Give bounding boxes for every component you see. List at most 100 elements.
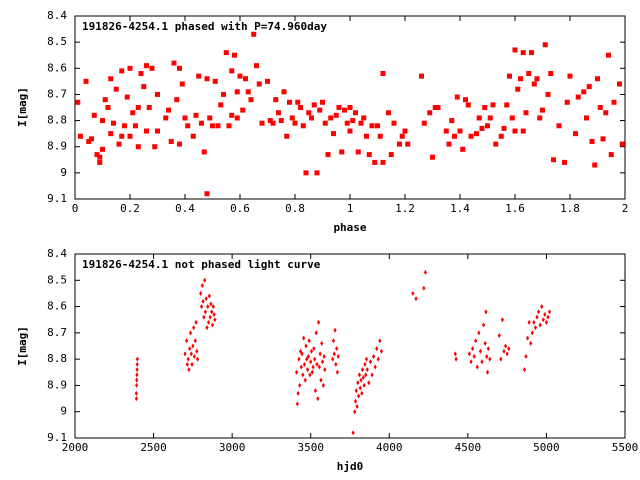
data-point — [497, 332, 501, 338]
data-point — [177, 141, 182, 147]
data-point — [532, 319, 536, 325]
data-point — [196, 73, 202, 79]
data-point — [499, 356, 503, 362]
data-point — [116, 141, 122, 147]
plot-frame — [74, 253, 626, 439]
data-point — [304, 343, 308, 349]
data-point — [144, 128, 149, 134]
data-point — [357, 393, 361, 399]
data-point — [188, 346, 192, 352]
data-point — [331, 338, 336, 344]
data-point — [202, 314, 206, 320]
data-point — [562, 159, 567, 165]
data-point — [380, 71, 386, 77]
data-point — [102, 97, 108, 103]
data-point — [536, 309, 541, 315]
y-tick-label: 8.9 — [47, 140, 67, 153]
data-point — [97, 159, 103, 165]
data-point — [210, 322, 215, 328]
data-point — [432, 105, 438, 110]
data-point — [414, 296, 418, 302]
data-point — [365, 367, 369, 373]
data-point — [619, 141, 625, 147]
data-point — [267, 118, 273, 124]
data-point — [144, 63, 149, 69]
data-point — [89, 136, 94, 142]
data-point — [100, 146, 105, 152]
data-point — [504, 102, 510, 108]
phased-light-curve-chart: 8.4 8.5 8.6 8.7 8.8 8.9 9 9.1 0 0.2 0.4 0.6 0.8 1 1.2… — [16, 9, 628, 234]
data-point — [608, 152, 614, 158]
data-point — [533, 325, 538, 331]
data-point — [512, 128, 518, 134]
data-point — [592, 162, 598, 168]
data-point — [119, 68, 125, 74]
data-point — [318, 351, 322, 357]
data-point — [321, 382, 325, 388]
data-point — [313, 356, 317, 362]
data-point — [298, 105, 303, 110]
data-point — [210, 123, 215, 129]
y-tick-label: 8.5 — [47, 35, 67, 48]
data-point — [405, 141, 411, 147]
data-point — [317, 364, 321, 370]
data-point — [302, 335, 306, 341]
data-point — [486, 346, 490, 352]
data-point — [207, 293, 211, 299]
data-point — [265, 78, 270, 84]
data-point — [335, 369, 340, 375]
data-point — [342, 107, 347, 113]
data-point — [256, 81, 262, 87]
data-point — [386, 110, 391, 116]
data-point — [229, 112, 235, 118]
x-tick-label: 2000 — [62, 441, 89, 454]
data-point — [476, 115, 482, 121]
data-point — [397, 141, 402, 147]
data-point — [581, 89, 587, 95]
data-point — [204, 191, 210, 197]
data-point — [135, 377, 139, 383]
data-point — [379, 348, 384, 354]
data-point — [195, 348, 199, 354]
data-point — [221, 91, 226, 97]
data-point — [316, 319, 321, 325]
y-tick-label: 8.6 — [47, 300, 67, 313]
data-point — [97, 154, 103, 160]
y-tick-labels: 8.4 8.5 8.6 8.7 8.8 8.9 9 9.1 — [47, 247, 67, 444]
data-point — [212, 78, 218, 84]
data-point — [155, 128, 160, 134]
data-point — [378, 338, 382, 344]
data-point — [254, 63, 259, 69]
y-tick-label: 9 — [60, 405, 67, 418]
data-point — [470, 346, 475, 352]
data-point — [105, 105, 111, 110]
data-point — [567, 73, 573, 79]
data-point — [361, 115, 367, 121]
data-point — [419, 73, 424, 79]
data-point — [323, 367, 327, 373]
data-point — [193, 338, 197, 344]
data-point — [303, 377, 307, 383]
data-point — [478, 348, 483, 354]
data-point — [124, 94, 130, 100]
data-point — [307, 338, 311, 344]
data-point — [185, 361, 189, 367]
data-point — [333, 327, 337, 333]
data-point — [195, 356, 200, 362]
data-point — [524, 354, 528, 360]
data-point — [199, 304, 204, 310]
data-point — [276, 110, 281, 116]
x-tick-label: 1.2 — [395, 202, 415, 215]
data-point — [573, 131, 578, 137]
data-point — [350, 118, 356, 124]
data-point — [358, 120, 364, 126]
x-tick-label: 2 — [622, 202, 629, 215]
data-point — [243, 76, 248, 82]
data-point — [498, 133, 504, 139]
data-point — [186, 356, 190, 362]
data-point — [134, 390, 138, 396]
data-point — [155, 91, 160, 97]
x-tick-label: 0.2 — [120, 202, 140, 215]
data-point — [358, 385, 362, 391]
